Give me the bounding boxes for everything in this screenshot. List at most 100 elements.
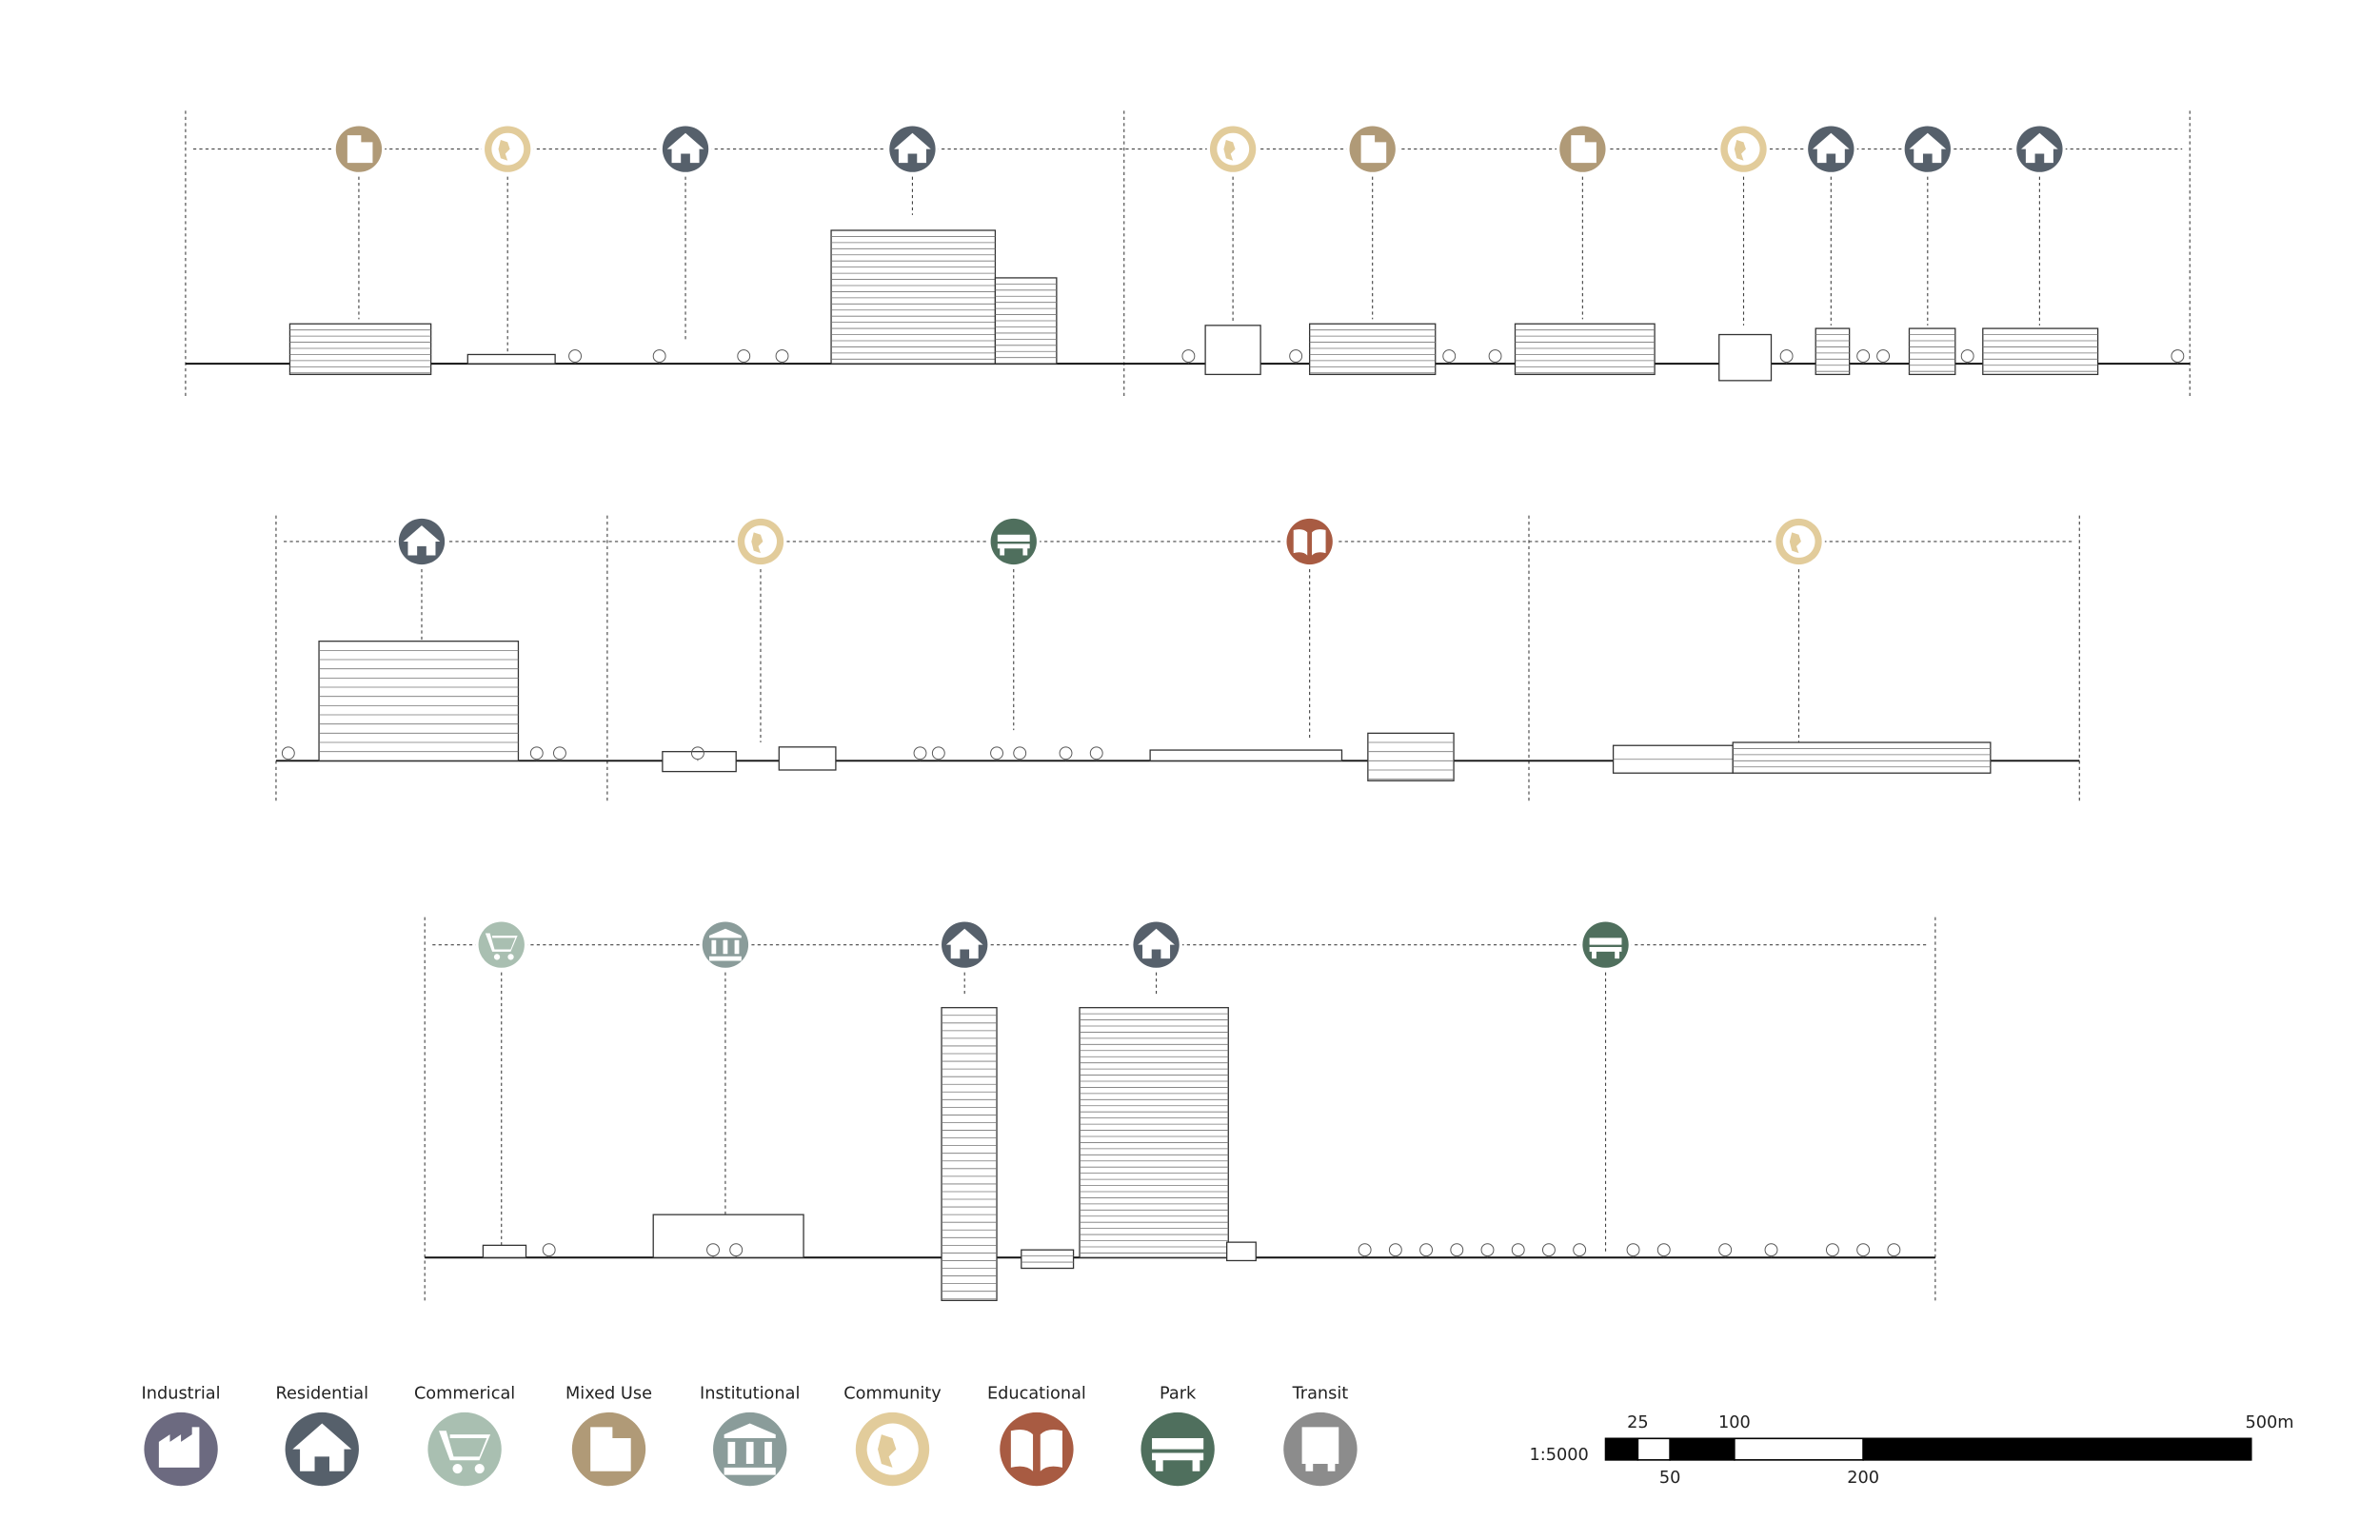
- icon-glyph: [590, 1427, 631, 1471]
- tree: [542, 1243, 556, 1257]
- icon-glyph: [1010, 1429, 1062, 1471]
- tree: [1181, 349, 1196, 364]
- building: [1204, 325, 1261, 376]
- icon-glyph: [1571, 135, 1597, 164]
- tree: [553, 746, 566, 760]
- tree: [1480, 1243, 1495, 1257]
- tree: [931, 746, 945, 760]
- tree: [1856, 1243, 1871, 1257]
- scale-label: 200: [1847, 1469, 1879, 1488]
- tree: [913, 746, 927, 760]
- building: [1226, 1241, 1257, 1262]
- tree: [1876, 349, 1891, 364]
- tree: [1013, 746, 1027, 760]
- building: [1021, 1249, 1075, 1270]
- tree: [1573, 1243, 1587, 1257]
- tree: [1511, 1243, 1525, 1257]
- scale-segment: [1862, 1437, 2252, 1461]
- tree: [568, 349, 582, 364]
- land-use-icon: [485, 126, 531, 172]
- building: [1367, 732, 1455, 781]
- building: [1514, 323, 1656, 376]
- icon-glyph: [1589, 938, 1622, 959]
- icon-glyph: [945, 928, 983, 959]
- sections: [185, 110, 2191, 1304]
- icon-glyph: [666, 132, 704, 164]
- building: [466, 353, 556, 365]
- legend: Industrial Residential Commerical Mixed Use…: [142, 1384, 1358, 1487]
- tree: [1718, 1243, 1733, 1257]
- scale-segment: [1669, 1437, 1735, 1461]
- icon-glyph: [1138, 928, 1175, 959]
- scale-segment: [1734, 1437, 1864, 1461]
- tree: [1626, 1243, 1640, 1257]
- legend-label: Institutional: [700, 1384, 800, 1403]
- icon-glyph: [1782, 525, 1815, 558]
- icon-glyph: [1217, 132, 1250, 166]
- tree: [1358, 1243, 1372, 1257]
- land-use-icon: [1209, 126, 1257, 172]
- icon-glyph: [1152, 1437, 1204, 1471]
- tree: [1826, 1243, 1839, 1257]
- building: [1309, 323, 1437, 376]
- icon-glyph: [1909, 132, 1947, 164]
- tree: [1542, 1243, 1556, 1257]
- icon-glyph: [709, 928, 742, 961]
- tree: [1442, 349, 1457, 364]
- icon-glyph: [724, 1423, 776, 1475]
- scale-bar: 1:5000 25 50 100 200 500m: [1530, 1413, 2294, 1488]
- icon-glyph: [292, 1423, 352, 1471]
- tree: [652, 349, 666, 364]
- icon-glyph: [1301, 1427, 1339, 1471]
- building: [662, 751, 737, 773]
- building: [1149, 749, 1343, 761]
- legend-label: Industrial: [142, 1384, 221, 1403]
- tree: [529, 746, 544, 760]
- legend-label: Educational: [987, 1384, 1086, 1403]
- building: [318, 641, 520, 761]
- legend-label: Commerical: [414, 1384, 515, 1403]
- tree: [1887, 1243, 1901, 1257]
- legend-label: Transit: [1292, 1384, 1349, 1403]
- building: [1815, 327, 1851, 376]
- scale-label: 50: [1659, 1469, 1681, 1488]
- building: [1908, 327, 1956, 376]
- scale-segment: [1604, 1437, 1639, 1461]
- icon-glyph: [491, 132, 525, 166]
- tree: [1764, 1243, 1778, 1257]
- building: [1718, 333, 1773, 382]
- icon-glyph: [744, 525, 778, 558]
- tree: [1960, 349, 1974, 364]
- icon-glyph: [158, 1427, 200, 1468]
- tree: [1089, 746, 1103, 760]
- tree: [1488, 349, 1502, 364]
- icon-glyph: [1727, 132, 1760, 166]
- tree: [1059, 746, 1073, 760]
- legend-label: Community: [843, 1384, 941, 1403]
- scale-label: 100: [1718, 1413, 1751, 1432]
- building: [288, 323, 432, 376]
- tree: [737, 349, 751, 364]
- icon-glyph: [997, 534, 1030, 556]
- tree: [990, 746, 1003, 760]
- tree: [1388, 1243, 1402, 1257]
- icon-glyph: [1293, 529, 1326, 556]
- land-use-icon: [1775, 518, 1822, 565]
- legend-label: Residential: [276, 1384, 369, 1403]
- tree: [281, 746, 295, 760]
- building: [830, 229, 997, 365]
- scale-segment: [1636, 1437, 1671, 1461]
- building: [941, 1007, 998, 1301]
- legend-label: Park: [1160, 1384, 1197, 1403]
- building: [1982, 327, 2099, 376]
- land-use-icon: [855, 1412, 930, 1487]
- building: [1732, 741, 1992, 774]
- tree: [775, 349, 789, 364]
- tree: [1779, 349, 1794, 364]
- icon-glyph: [347, 135, 373, 164]
- land-use-icon: [737, 518, 784, 565]
- building: [482, 1244, 527, 1258]
- tree: [1856, 349, 1871, 364]
- scale-ratio: 1:5000: [1530, 1446, 1589, 1465]
